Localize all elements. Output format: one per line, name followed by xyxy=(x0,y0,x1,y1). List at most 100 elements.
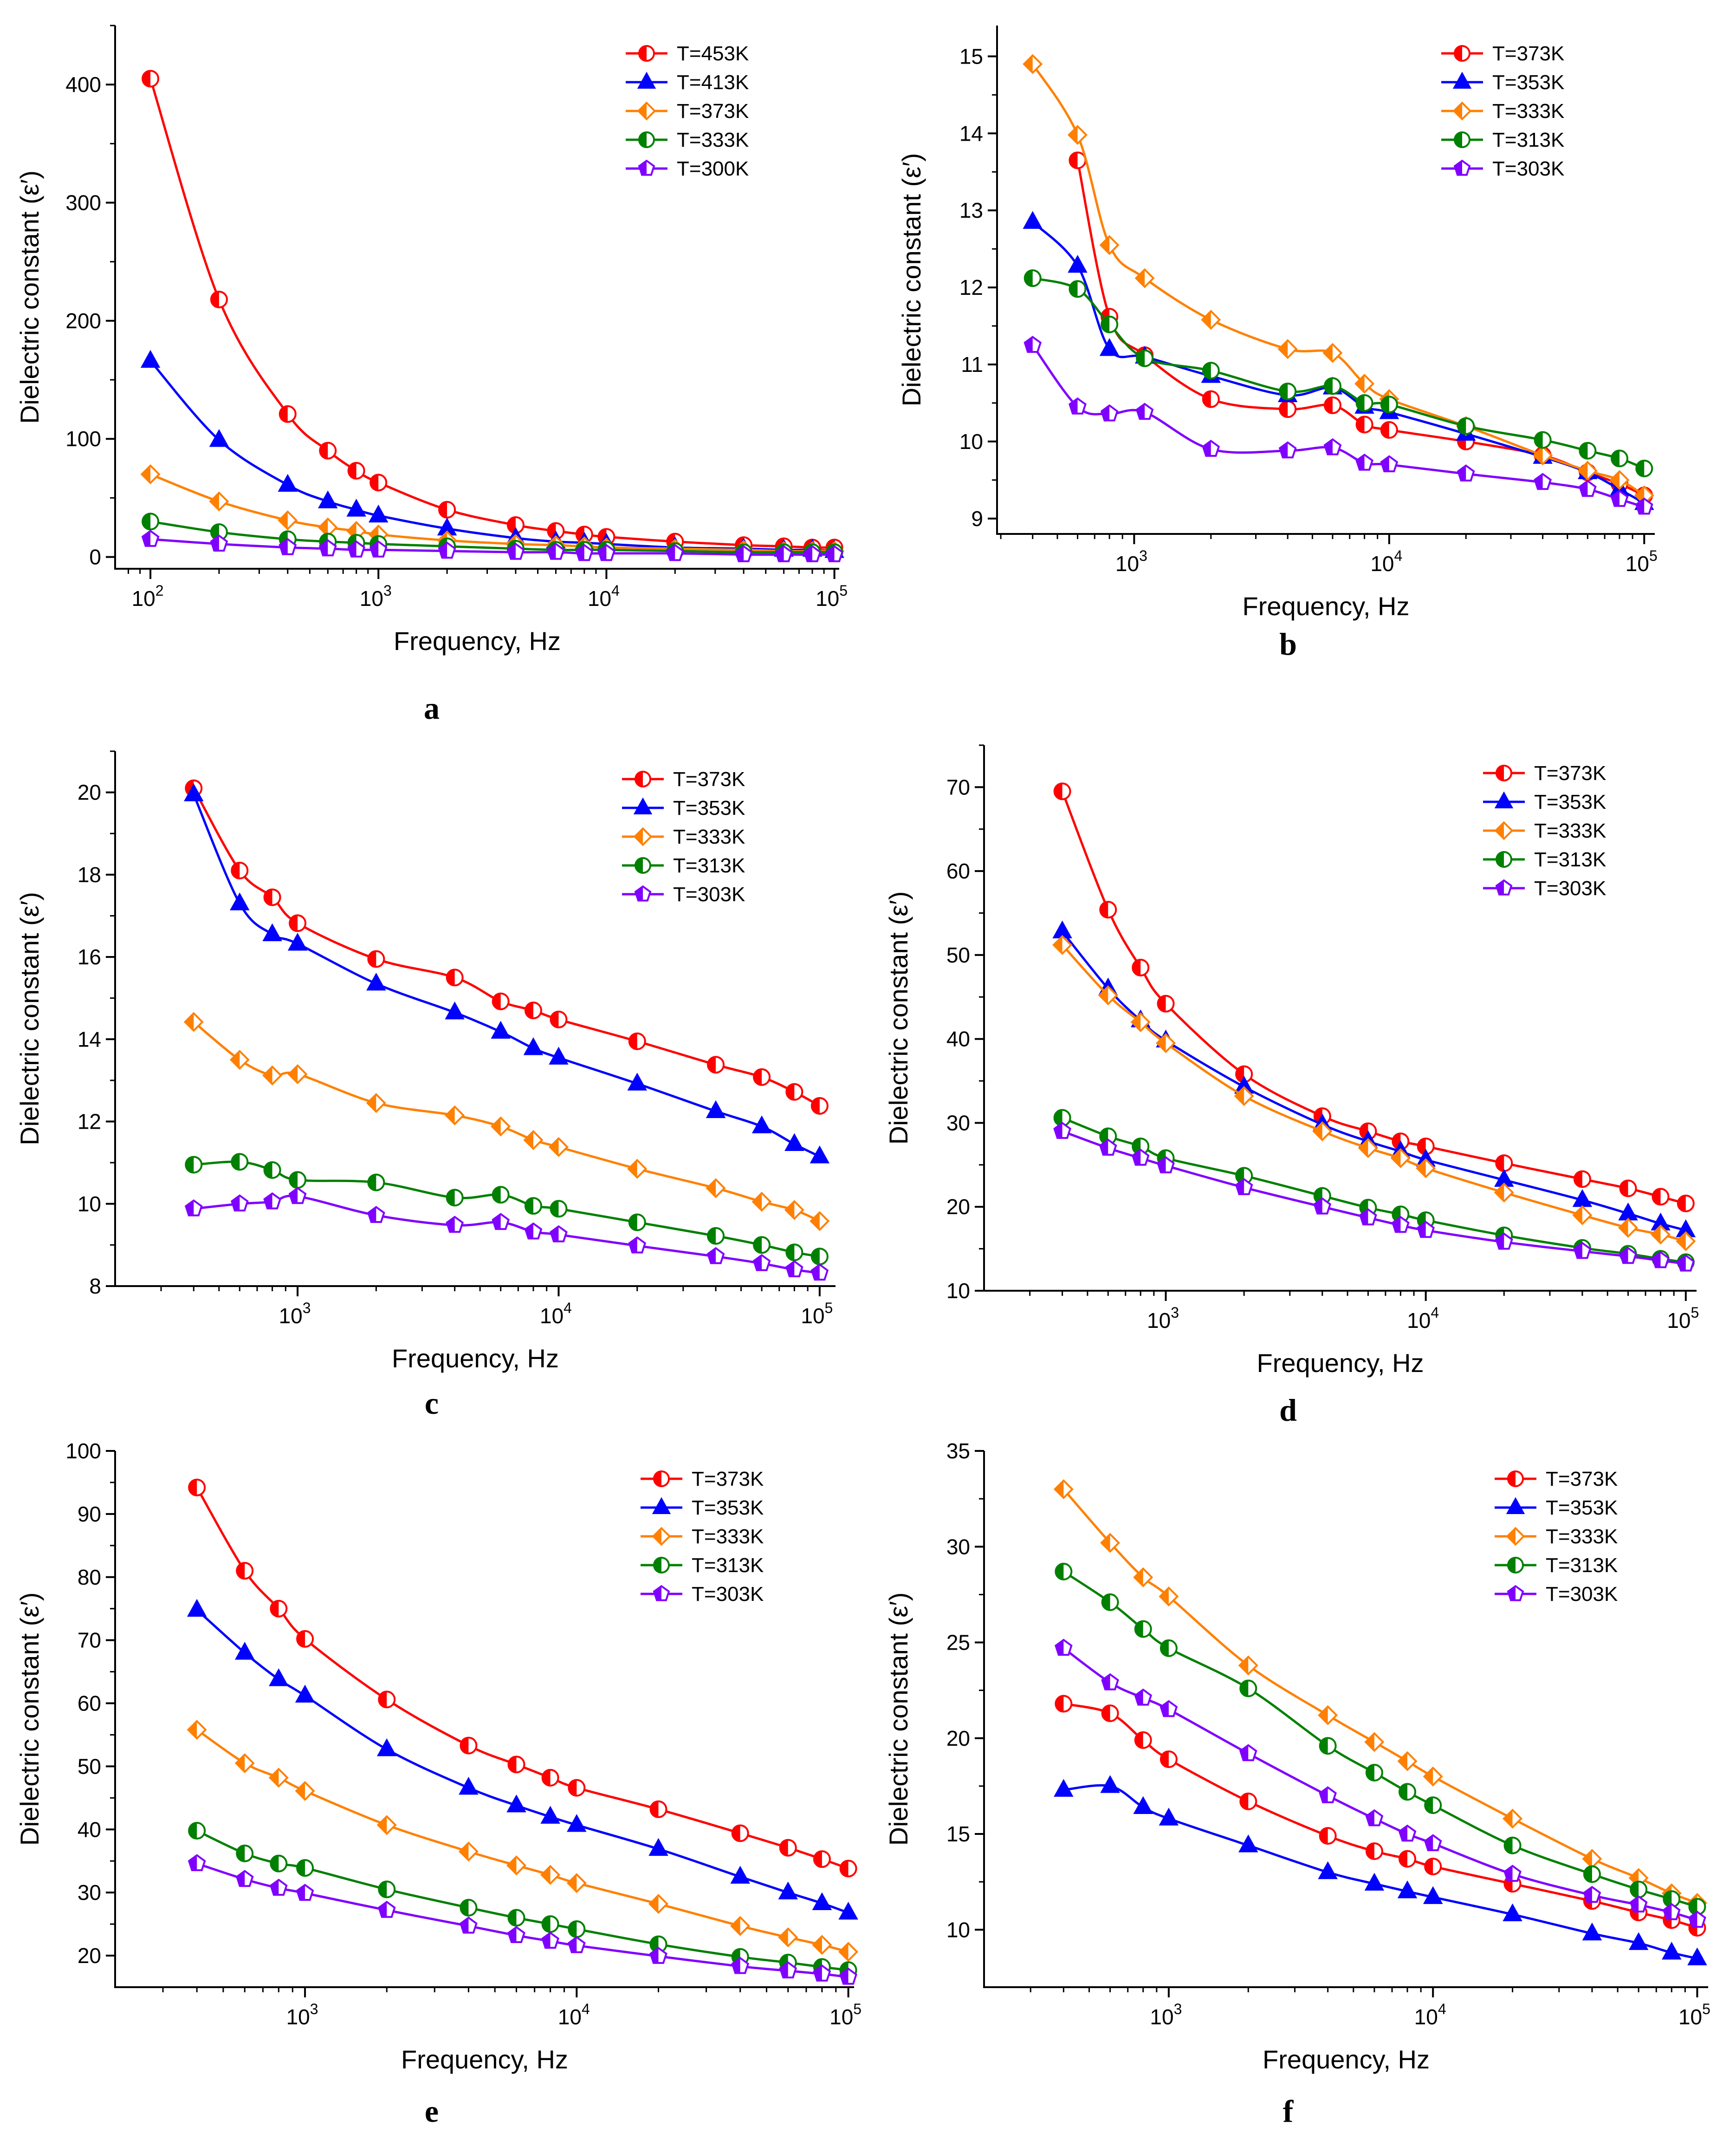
data-point-fill xyxy=(1652,1252,1661,1268)
data-point xyxy=(1365,1764,1383,1781)
y-tick-label: 100 xyxy=(65,1439,101,1463)
data-point-fill xyxy=(447,1217,455,1232)
y-tick-label: 30 xyxy=(946,1111,970,1135)
data-point xyxy=(1319,1737,1337,1755)
data-point xyxy=(1424,1858,1442,1876)
data-point-fill xyxy=(279,539,288,554)
data-point-fill xyxy=(348,541,356,557)
data-point xyxy=(209,429,229,447)
data-point-fill xyxy=(270,1769,279,1787)
data-point xyxy=(289,914,307,932)
data-point-fill xyxy=(1236,1179,1244,1195)
data-point-fill xyxy=(1417,1159,1426,1177)
series-T=373K xyxy=(188,1478,857,1878)
x-axis-title: Frequency, Hz xyxy=(394,626,561,656)
x-tick-label: 103 xyxy=(360,582,392,611)
data-point xyxy=(1313,1187,1331,1205)
data-point xyxy=(810,1248,829,1266)
x-tick-label: 103 xyxy=(279,1300,311,1328)
data-point-fill xyxy=(1574,1206,1582,1224)
data-point-fill xyxy=(188,1721,197,1739)
data-point-fill xyxy=(1620,1248,1628,1263)
y-tick-label: 50 xyxy=(946,943,970,967)
legend-label: T=333K xyxy=(692,1525,764,1548)
data-point-fill xyxy=(378,1816,387,1834)
series-T=303K xyxy=(1053,1122,1695,1272)
data-point-fill xyxy=(811,1212,820,1230)
x-axis-title: Frequency, Hz xyxy=(401,2045,568,2074)
data-point-fill xyxy=(289,1065,298,1083)
data-point xyxy=(839,1859,857,1878)
legend-label: T=300K xyxy=(677,157,749,180)
data-point xyxy=(142,70,160,88)
data-point-fill xyxy=(1100,1139,1108,1155)
legend-marker-fill xyxy=(1508,1586,1516,1600)
data-point xyxy=(318,490,338,508)
data-point-fill xyxy=(1136,269,1145,287)
legend: T=373K T=353K T=333K T=313K T=303K xyxy=(1495,1468,1618,1606)
data-point-fill xyxy=(279,512,288,529)
y-tick-label: 70 xyxy=(78,1628,101,1652)
y-tick-label: 10 xyxy=(78,1192,101,1216)
data-point xyxy=(491,1021,511,1039)
data-point xyxy=(460,1898,478,1917)
y-tick-label: 30 xyxy=(946,1534,970,1559)
data-point-fill xyxy=(1631,1896,1639,1912)
y-axis-title: Dielectric constant (ε′) xyxy=(884,891,913,1145)
data-point xyxy=(1417,1138,1435,1156)
data-point xyxy=(184,783,204,801)
y-axis-title: Dielectric constant (ε′) xyxy=(15,170,44,424)
data-point xyxy=(1053,1109,1071,1127)
x-axis-title: Frequency, Hz xyxy=(1263,2045,1430,2074)
data-point-fill xyxy=(237,1871,245,1886)
data-point xyxy=(278,474,298,492)
data-point xyxy=(185,1156,203,1174)
legend-marker-fill xyxy=(654,1586,661,1600)
data-point-fill xyxy=(1611,471,1620,489)
series-line xyxy=(1031,345,1645,508)
data-point xyxy=(1053,782,1071,800)
data-point-fill xyxy=(1652,1226,1661,1243)
data-point xyxy=(438,501,456,519)
data-point-fill xyxy=(1392,1149,1401,1167)
series-T=313K xyxy=(1023,269,1653,477)
y-tick-label: 20 xyxy=(78,780,101,805)
data-point xyxy=(445,1001,465,1020)
data-point-fill xyxy=(320,540,328,556)
data-point-fill xyxy=(1678,1255,1686,1271)
data-point xyxy=(296,1859,314,1877)
data-point-fill xyxy=(1636,499,1645,514)
data-point-fill xyxy=(1101,1534,1110,1552)
data-point-fill xyxy=(1314,1198,1322,1214)
data-point-fill xyxy=(1689,1911,1697,1927)
data-point-fill xyxy=(649,1895,659,1913)
data-point-fill xyxy=(736,546,744,561)
data-point-fill xyxy=(1134,1568,1143,1586)
data-point xyxy=(1503,1836,1522,1854)
data-point-fill xyxy=(1535,474,1543,489)
data-point-fill xyxy=(236,1754,245,1772)
data-point xyxy=(1133,1796,1153,1814)
legend-label: T=303K xyxy=(1546,1583,1618,1606)
data-point-fill xyxy=(1137,404,1145,419)
data-point-fill xyxy=(1160,1701,1169,1716)
data-point xyxy=(838,1901,858,1920)
data-point-fill xyxy=(1584,1887,1592,1902)
data-point-fill xyxy=(1381,456,1389,472)
data-point xyxy=(753,1068,771,1086)
data-point xyxy=(810,1097,829,1115)
legend-label: T=333K xyxy=(1492,100,1564,123)
data-point-fill xyxy=(1069,398,1078,414)
legend: T=373K T=353K T=333K T=313K T=303K xyxy=(622,768,745,906)
data-point xyxy=(369,504,389,523)
y-tick-label: 10 xyxy=(946,1279,970,1303)
data-point xyxy=(269,1668,289,1686)
data-point-fill xyxy=(525,1223,533,1239)
data-point-fill xyxy=(1240,1745,1249,1761)
data-point xyxy=(1628,1932,1649,1950)
data-point-fill xyxy=(813,1936,822,1954)
y-axis-title: Dielectric constant (ε′) xyxy=(884,1593,913,1846)
data-point xyxy=(707,1056,725,1074)
data-point-fill xyxy=(508,544,516,559)
legend-marker xyxy=(1507,1557,1524,1573)
